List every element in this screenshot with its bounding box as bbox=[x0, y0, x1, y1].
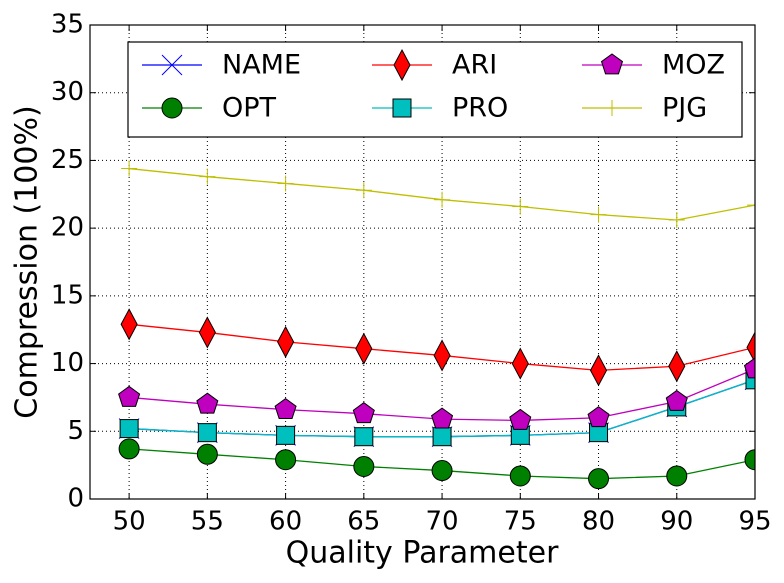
marker bbox=[587, 406, 610, 428]
x-tick-label: 80 bbox=[582, 507, 615, 537]
marker bbox=[666, 465, 688, 487]
marker bbox=[509, 408, 532, 430]
marker bbox=[431, 407, 454, 429]
marker bbox=[743, 357, 755, 379]
legend-label: OPT bbox=[222, 93, 277, 124]
marker bbox=[354, 427, 374, 447]
x-tick-label: 75 bbox=[504, 507, 537, 537]
x-tick-label: 65 bbox=[347, 507, 380, 537]
marker bbox=[745, 370, 755, 390]
marker bbox=[668, 212, 685, 229]
marker bbox=[747, 197, 755, 214]
x-tick-label: 55 bbox=[191, 507, 224, 537]
x-tick-label: 90 bbox=[660, 507, 693, 537]
x-tick-label: 60 bbox=[269, 507, 302, 537]
y-tick-label: 0 bbox=[67, 484, 84, 514]
x-tick-label: 70 bbox=[426, 507, 459, 537]
marker bbox=[590, 206, 607, 223]
marker bbox=[277, 175, 294, 192]
marker bbox=[665, 389, 688, 411]
marker bbox=[746, 331, 755, 364]
y-tick-label: 10 bbox=[51, 348, 84, 378]
marker bbox=[118, 385, 141, 407]
legend-label: ARI bbox=[452, 50, 497, 81]
marker bbox=[588, 468, 610, 490]
x-tick-label: 95 bbox=[738, 507, 771, 537]
y-tick-label: 5 bbox=[67, 416, 84, 446]
marker bbox=[198, 316, 216, 349]
marker bbox=[121, 160, 138, 177]
marker bbox=[744, 449, 755, 471]
y-tick-label: 20 bbox=[51, 213, 84, 243]
y-tick-label: 35 bbox=[51, 10, 84, 40]
legend-marker bbox=[392, 98, 412, 118]
legend-marker bbox=[600, 53, 624, 75]
legend-box bbox=[127, 41, 743, 138]
marker bbox=[275, 449, 297, 471]
marker bbox=[276, 425, 296, 445]
legend-label: PRO bbox=[452, 93, 508, 124]
marker bbox=[668, 350, 686, 383]
y-tick-label: 25 bbox=[51, 145, 84, 175]
x-axis-label: Quality Parameter bbox=[286, 536, 559, 571]
y-tick-label: 30 bbox=[51, 77, 84, 107]
marker bbox=[197, 423, 217, 443]
marker bbox=[589, 354, 608, 387]
marker bbox=[431, 460, 453, 482]
marker bbox=[432, 427, 452, 447]
y-axis-label: Compression (100%) bbox=[10, 105, 45, 418]
legend-label: MOZ bbox=[662, 50, 725, 81]
marker bbox=[434, 191, 451, 208]
marker bbox=[199, 168, 216, 185]
marker bbox=[118, 438, 140, 460]
plot-frame bbox=[89, 24, 756, 500]
legend-marker bbox=[161, 54, 183, 76]
legend-marker bbox=[393, 48, 411, 82]
marker bbox=[274, 397, 297, 420]
marker bbox=[120, 308, 138, 341]
marker bbox=[196, 392, 219, 414]
marker bbox=[353, 455, 375, 477]
legend-marker bbox=[161, 97, 183, 119]
marker bbox=[355, 332, 373, 365]
marker bbox=[355, 182, 372, 199]
marker bbox=[119, 419, 139, 439]
marker bbox=[277, 325, 295, 358]
y-tick-label: 15 bbox=[51, 280, 84, 310]
x-tick-label: 50 bbox=[113, 507, 146, 537]
marker bbox=[352, 402, 375, 424]
marker bbox=[196, 443, 218, 465]
marker bbox=[511, 347, 529, 380]
legend-marker bbox=[604, 100, 620, 116]
marker bbox=[509, 465, 531, 487]
legend-label: NAME bbox=[222, 50, 301, 81]
marker bbox=[433, 339, 451, 372]
marker bbox=[512, 198, 529, 215]
legend-label: PJG bbox=[662, 93, 707, 124]
